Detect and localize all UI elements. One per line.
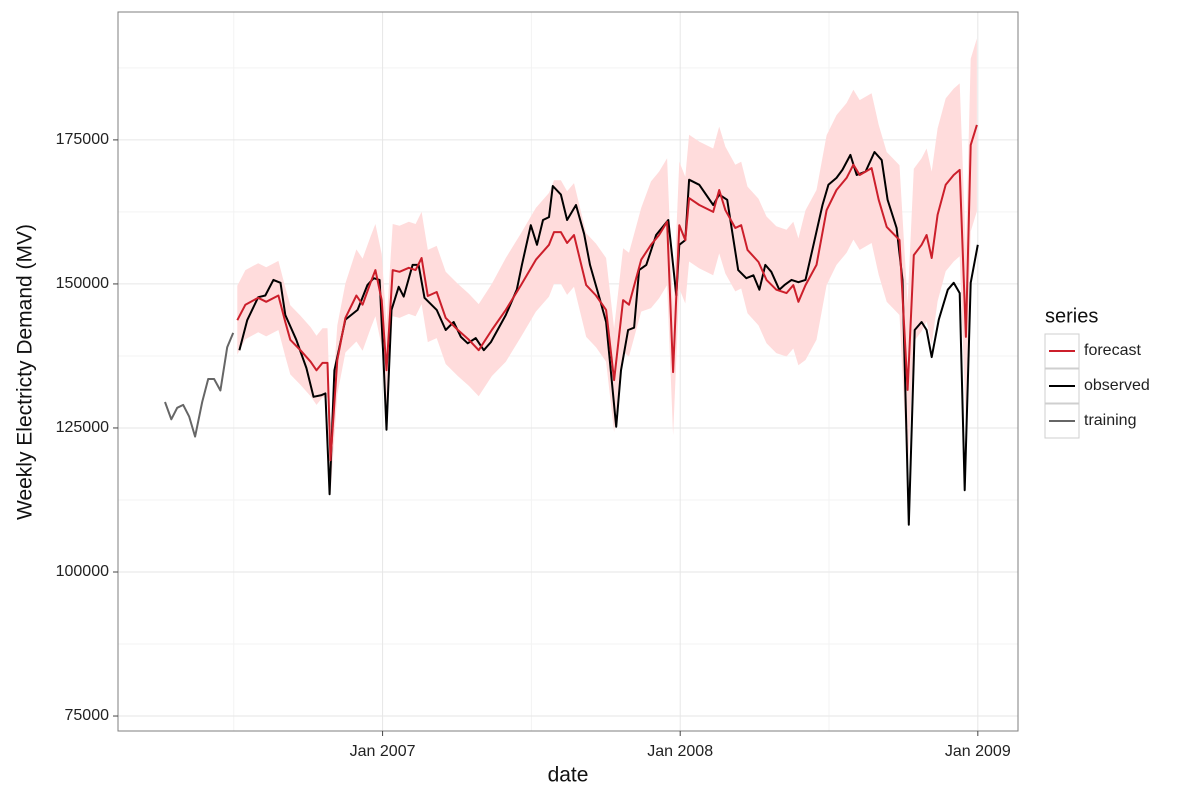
legend-label: forecast [1084, 342, 1141, 359]
y-tick-label: 175000 [56, 131, 109, 148]
legend-label: training [1084, 412, 1136, 429]
marks [164, 38, 979, 526]
axes: 75000 100000 125000 150000 175000 Jan 2007 Jan… [56, 131, 1011, 760]
panel-border [117, 11, 1019, 732]
series-line [236, 124, 978, 462]
confidence-band [237, 38, 977, 495]
x-tick-label: Jan 2007 [350, 743, 416, 760]
x-tick-label: Jan 2008 [647, 743, 713, 760]
legend-title: series [1045, 305, 1098, 327]
legend: series forecast observed training [1044, 305, 1150, 439]
x-tick-label: Jan 2009 [945, 743, 1011, 760]
x-axis-title: date [548, 764, 589, 787]
legend-label: observed [1084, 377, 1150, 394]
y-tick-label: 150000 [56, 275, 109, 292]
y-tick-label: 100000 [56, 563, 109, 580]
y-axis-title: Weekly Electricty Demand (MV) [14, 224, 37, 520]
y-tick-label: 125000 [56, 419, 109, 436]
series-line [164, 332, 235, 438]
panel [118, 12, 1018, 731]
y-tick-label: 75000 [65, 707, 110, 724]
